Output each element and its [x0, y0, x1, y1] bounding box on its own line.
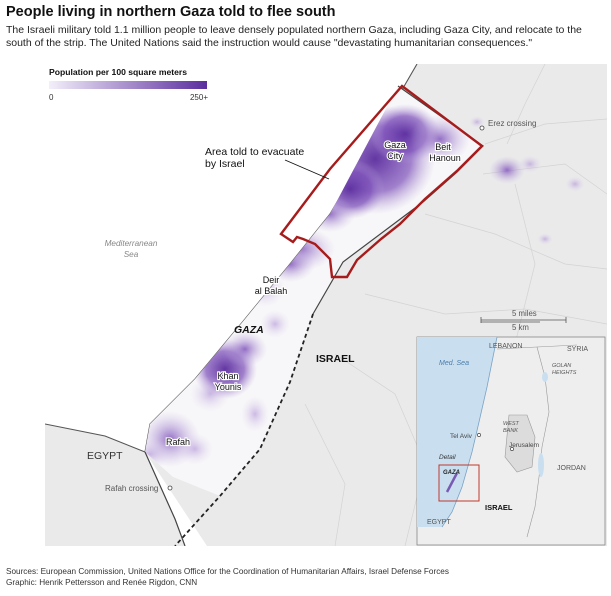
legend-min: 0 — [49, 93, 54, 102]
label-beit-hanoun-2: Hanoun — [429, 153, 461, 163]
erez-crossing-marker[interactable] — [479, 125, 485, 131]
inset-map[interactable]: LEBANON SYRIA GOLAN HEIGHTS Med. Sea Tel… — [416, 336, 606, 546]
label-deir-1: Deir — [263, 275, 280, 285]
legend: Population per 100 square meters 0 250+ — [49, 67, 208, 102]
inset-gaza: GAZA — [443, 470, 460, 476]
inset-golan-1: GOLAN — [552, 363, 571, 369]
egypt-land — [45, 424, 185, 546]
inset-sea — [417, 337, 497, 527]
legend-bar — [49, 81, 207, 89]
label-khan-2: Younis — [215, 382, 242, 392]
inset-lebanon: LEBANON — [489, 343, 522, 350]
footer: Sources: European Commission, United Nat… — [6, 566, 449, 588]
scale-bar: 5 miles 5 km — [480, 309, 567, 332]
erez-crossing-label: Erez crossing — [488, 119, 536, 128]
scale-km: 5 km — [512, 323, 529, 332]
label-beit-hanoun-1: Beit — [435, 142, 451, 152]
population-israel — [469, 116, 585, 245]
inset-golan-2: HEIGHTS — [552, 370, 577, 376]
egypt-border — [144, 451, 186, 546]
legend-title: Population per 100 square meters — [49, 67, 187, 77]
page-title: People living in northern Gaza told to f… — [6, 4, 336, 20]
evacuate-annotation-2: by Israel — [205, 158, 245, 170]
sea-label-2: Sea — [124, 250, 139, 259]
evacuate-annotation-1: Area told to evacuate — [205, 146, 304, 158]
label-gaza: GAZA — [234, 324, 264, 336]
page-subtitle: The Israeli military told 1.1 million pe… — [6, 24, 582, 49]
inset-syria: SYRIA — [567, 346, 588, 353]
rafah-crossing-label: Rafah crossing — [105, 484, 158, 493]
inset-med-sea: Med. Sea — [439, 360, 469, 367]
annotation-leader — [284, 159, 330, 180]
map[interactable]: Population per 100 square meters 0 250+ … — [45, 64, 607, 546]
inset-west-1: WEST — [503, 421, 520, 427]
label-israel: ISRAEL — [316, 353, 355, 365]
city-labels: Gaza City Beit Hanoun Deir al Balah Khan… — [165, 139, 462, 448]
footer-sources: Sources: European Commission, United Nat… — [6, 567, 449, 576]
inset-tel-aviv: Tel Aviv — [450, 433, 473, 440]
inset-west-2: BANK — [503, 428, 518, 434]
roads — [304, 64, 607, 546]
inset-jerusalem-marker — [510, 447, 514, 451]
inset-egypt: EGYPT — [427, 519, 451, 526]
label-rafah: Rafah — [166, 437, 190, 447]
inset-detail-box — [438, 464, 480, 502]
label-deir-2: al Balah — [255, 286, 288, 296]
inset-galilee — [542, 372, 548, 382]
label-khan-1: Khan — [217, 371, 238, 381]
inset-coast — [441, 336, 498, 528]
legend-max: 250+ — [190, 93, 208, 102]
inset-jerusalem: Jerusalem — [509, 442, 539, 449]
scale-miles: 5 miles — [512, 309, 537, 318]
inset-jordan: JORDAN — [557, 465, 586, 472]
evacuation-zone[interactable] — [279, 84, 484, 279]
label-egypt: EGYPT — [87, 450, 123, 462]
inset-dead-sea — [538, 453, 544, 477]
sea-label-1: Mediterranean — [105, 239, 158, 248]
label-gaza-city-2: City — [387, 151, 403, 161]
rafah-crossing-marker[interactable] — [167, 485, 173, 491]
inset-tel-aviv-marker — [477, 433, 481, 437]
footer-credit: Graphic: Henrik Pettersson and Renée Rig… — [6, 578, 198, 587]
inset-israel: ISRAEL — [485, 503, 513, 512]
label-gaza-city-1: Gaza — [384, 140, 406, 150]
inset-detail: Detail — [439, 454, 456, 461]
